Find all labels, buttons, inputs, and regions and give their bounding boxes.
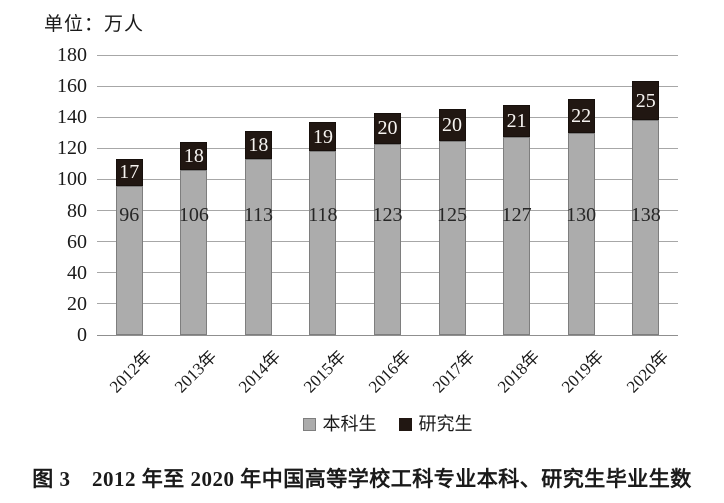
bar-segment-undergrad xyxy=(180,170,208,335)
y-axis-tick-label: 0 xyxy=(77,324,87,346)
y-axis-tick-label: 20 xyxy=(67,292,87,315)
bar-value-label-undergrad: 96 xyxy=(119,204,140,226)
bar-segment-undergrad xyxy=(374,143,401,335)
bar-value-label-undergrad: 127 xyxy=(501,204,532,226)
bar-value-label-grad: 17 xyxy=(119,161,140,184)
x-axis-tick-label: 2017年 xyxy=(428,346,479,397)
bar-segment-undergrad xyxy=(503,137,531,335)
x-axis-tick-label: 2016年 xyxy=(364,346,414,397)
legend-item-undergrad: 本科生 xyxy=(302,413,377,435)
x-axis-line xyxy=(97,334,678,336)
bar-segment-grad xyxy=(438,109,466,141)
x-axis-tick-label: 2015年 xyxy=(299,346,350,397)
bar-segment-grad xyxy=(374,112,401,144)
x-axis-tick-label: 2014年 xyxy=(235,346,285,397)
bar-value-label-grad: 21 xyxy=(506,110,527,133)
bar-segment-undergrad xyxy=(438,140,466,335)
bar-segment-grad xyxy=(503,104,531,138)
x-axis-tick-label: 2012年 xyxy=(106,346,156,397)
unit-label: 单位：万人 xyxy=(44,14,145,35)
bar-segment-grad xyxy=(632,81,660,121)
bar-value-label-undergrad: 118 xyxy=(308,204,338,226)
bar-segment-grad xyxy=(567,98,595,133)
legend-swatch-icon xyxy=(302,417,316,431)
bar-value-label-undergrad: 123 xyxy=(372,204,403,226)
y-axis-tick-label: 100 xyxy=(57,168,87,191)
bar-value-label-undergrad: 130 xyxy=(566,204,597,226)
bar-segment-grad xyxy=(180,142,208,171)
bar-segment-undergrad xyxy=(309,151,337,335)
figure-caption: 图 3 2012 年至 2020 年中国高等学校工科专业本科、研究生毕业生数 xyxy=(32,467,692,491)
bar-segment-undergrad xyxy=(244,159,272,335)
bar-value-label-undergrad: 138 xyxy=(630,204,661,226)
bar-segment-grad xyxy=(309,121,337,152)
bar-value-label-grad: 25 xyxy=(635,89,656,112)
bar-value-label-grad: 20 xyxy=(442,114,463,136)
bar-value-label-grad: 22 xyxy=(571,104,592,127)
bar-segment-grad xyxy=(115,159,143,186)
legend-label: 研究生 xyxy=(418,414,473,434)
x-axis-tick-label: 2019年 xyxy=(558,346,608,397)
x-axis-tick-label: 2013年 xyxy=(170,346,221,397)
legend-label: 本科生 xyxy=(322,414,377,434)
legend-swatch-icon xyxy=(398,417,412,431)
x-axis-tick-label: 2020年 xyxy=(622,346,673,397)
bar-value-label-undergrad: 125 xyxy=(437,204,468,226)
bar-value-label-grad: 20 xyxy=(377,117,398,140)
bar-segment-undergrad xyxy=(115,185,143,335)
bar-segment-undergrad xyxy=(632,120,660,335)
chart-legend: 本科生 研究生 xyxy=(97,413,678,435)
gridline xyxy=(97,54,678,56)
x-axis-tick-label: 2018年 xyxy=(493,346,543,397)
y-axis-tick-label: 60 xyxy=(67,230,87,253)
y-axis-tick-label: 80 xyxy=(67,199,87,222)
bar-segment-undergrad xyxy=(567,132,595,335)
bar-value-label-undergrad: 113 xyxy=(243,204,273,226)
legend-item-grad: 研究生 xyxy=(398,413,473,435)
bar-value-label-grad: 18 xyxy=(183,145,204,168)
bar-segment-grad xyxy=(244,131,272,160)
gridline xyxy=(97,85,678,87)
y-axis-tick-label: 40 xyxy=(67,261,87,284)
y-axis-tick-label: 180 xyxy=(57,44,87,66)
y-axis-tick-label: 140 xyxy=(57,106,87,129)
y-axis-tick-label: 120 xyxy=(57,137,87,160)
bar-value-label-grad: 19 xyxy=(312,125,333,148)
y-axis-tick-label: 160 xyxy=(57,75,87,98)
bar-value-label-undergrad: 106 xyxy=(178,204,209,226)
bar-value-label-grad: 18 xyxy=(248,134,269,157)
